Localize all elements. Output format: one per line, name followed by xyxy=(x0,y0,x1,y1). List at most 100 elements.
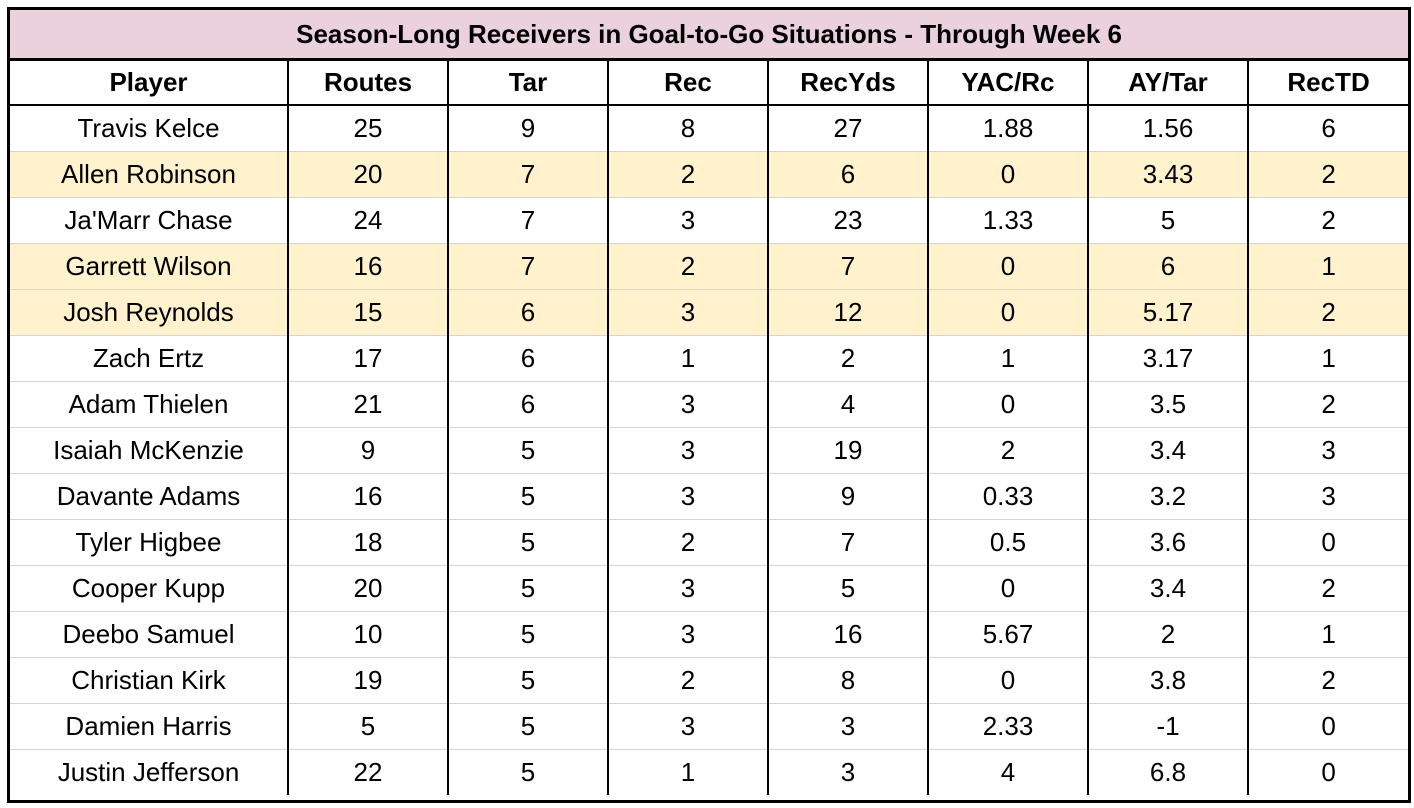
stat-cell-tar[interactable]: 6 xyxy=(447,335,608,382)
stat-cell-rectd[interactable]: 1 xyxy=(1246,611,1409,658)
stat-cell-routes[interactable]: 9 xyxy=(287,427,448,474)
stat-cell-recyds[interactable]: 19 xyxy=(767,427,928,474)
stat-cell-yac-rc[interactable]: 0 xyxy=(927,151,1088,198)
stat-cell-ay-tar[interactable]: 1.56 xyxy=(1087,105,1248,152)
player-name-cell[interactable]: Davante Adams xyxy=(10,473,288,520)
stat-cell-rec[interactable]: 3 xyxy=(607,381,768,428)
stat-cell-ay-tar[interactable]: 5.17 xyxy=(1087,289,1248,336)
stat-cell-yac-rc[interactable]: 2 xyxy=(927,427,1088,474)
column-header-routes[interactable]: Routes xyxy=(287,59,448,106)
player-name-cell[interactable]: Garrett Wilson xyxy=(10,243,288,290)
stat-cell-yac-rc[interactable]: 5.67 xyxy=(927,611,1088,658)
stat-cell-ay-tar[interactable]: 3.17 xyxy=(1087,335,1248,382)
stat-cell-yac-rc[interactable]: 0 xyxy=(927,289,1088,336)
stat-cell-routes[interactable]: 25 xyxy=(287,105,448,152)
stat-cell-rec[interactable]: 2 xyxy=(607,519,768,566)
stat-cell-recyds[interactable]: 6 xyxy=(767,151,928,198)
stat-cell-tar[interactable]: 7 xyxy=(447,151,608,198)
stat-cell-rectd[interactable]: 6 xyxy=(1246,105,1409,152)
stat-cell-ay-tar[interactable]: 3.5 xyxy=(1087,381,1248,428)
stat-cell-tar[interactable]: 6 xyxy=(447,381,608,428)
stat-cell-recyds[interactable]: 12 xyxy=(767,289,928,336)
stat-cell-recyds[interactable]: 3 xyxy=(767,703,928,750)
player-name-cell[interactable]: Isaiah McKenzie xyxy=(10,427,288,474)
stat-cell-yac-rc[interactable]: 1.33 xyxy=(927,197,1088,244)
stat-cell-rec[interactable]: 1 xyxy=(607,749,768,795)
stat-cell-routes[interactable]: 20 xyxy=(287,151,448,198)
stat-cell-rec[interactable]: 1 xyxy=(607,335,768,382)
stat-cell-ay-tar[interactable]: 6 xyxy=(1087,243,1248,290)
stat-cell-rec[interactable]: 3 xyxy=(607,473,768,520)
stat-cell-yac-rc[interactable]: 4 xyxy=(927,749,1088,795)
stat-cell-rectd[interactable]: 3 xyxy=(1246,427,1409,474)
stat-cell-tar[interactable]: 5 xyxy=(447,565,608,612)
stat-cell-ay-tar[interactable]: 6.8 xyxy=(1087,749,1248,795)
stat-cell-recyds[interactable]: 7 xyxy=(767,243,928,290)
stat-cell-yac-rc[interactable]: 0 xyxy=(927,381,1088,428)
player-name-cell[interactable]: Damien Harris xyxy=(10,703,288,750)
stat-cell-rec[interactable]: 8 xyxy=(607,105,768,152)
stat-cell-tar[interactable]: 5 xyxy=(447,657,608,704)
player-name-cell[interactable]: Ja'Marr Chase xyxy=(10,197,288,244)
stat-cell-recyds[interactable]: 16 xyxy=(767,611,928,658)
stat-cell-ay-tar[interactable]: 3.4 xyxy=(1087,427,1248,474)
player-name-cell[interactable]: Cooper Kupp xyxy=(10,565,288,612)
stat-cell-tar[interactable]: 9 xyxy=(447,105,608,152)
column-header-ay-tar[interactable]: AY/Tar xyxy=(1087,59,1248,106)
player-name-cell[interactable]: Tyler Higbee xyxy=(10,519,288,566)
stat-cell-rectd[interactable]: 2 xyxy=(1246,381,1409,428)
column-header-recyds[interactable]: RecYds xyxy=(767,59,928,106)
stat-cell-tar[interactable]: 7 xyxy=(447,243,608,290)
stat-cell-rec[interactable]: 3 xyxy=(607,289,768,336)
player-name-cell[interactable]: Deebo Samuel xyxy=(10,611,288,658)
stat-cell-rec[interactable]: 2 xyxy=(607,657,768,704)
stat-cell-rectd[interactable]: 0 xyxy=(1246,519,1409,566)
stat-cell-rectd[interactable]: 1 xyxy=(1246,335,1409,382)
stat-cell-routes[interactable]: 21 xyxy=(287,381,448,428)
stat-cell-tar[interactable]: 5 xyxy=(447,473,608,520)
stat-cell-routes[interactable]: 10 xyxy=(287,611,448,658)
stat-cell-rec[interactable]: 2 xyxy=(607,151,768,198)
stat-cell-tar[interactable]: 5 xyxy=(447,611,608,658)
stat-cell-tar[interactable]: 5 xyxy=(447,749,608,795)
stat-cell-routes[interactable]: 24 xyxy=(287,197,448,244)
stat-cell-yac-rc[interactable]: 0.33 xyxy=(927,473,1088,520)
stat-cell-tar[interactable]: 5 xyxy=(447,703,608,750)
player-name-cell[interactable]: Zach Ertz xyxy=(10,335,288,382)
stat-cell-rectd[interactable]: 2 xyxy=(1246,197,1409,244)
stat-cell-recyds[interactable]: 5 xyxy=(767,565,928,612)
stat-cell-yac-rc[interactable]: 1.88 xyxy=(927,105,1088,152)
stat-cell-ay-tar[interactable]: 2 xyxy=(1087,611,1248,658)
stat-cell-recyds[interactable]: 9 xyxy=(767,473,928,520)
column-header-rectd[interactable]: RecTD xyxy=(1246,59,1409,106)
stat-cell-tar[interactable]: 5 xyxy=(447,519,608,566)
stat-cell-yac-rc[interactable]: 2.33 xyxy=(927,703,1088,750)
stat-cell-recyds[interactable]: 2 xyxy=(767,335,928,382)
stat-cell-rectd[interactable]: 2 xyxy=(1246,289,1409,336)
stat-cell-rectd[interactable]: 2 xyxy=(1246,657,1409,704)
player-name-cell[interactable]: Adam Thielen xyxy=(10,381,288,428)
stat-cell-yac-rc[interactable]: 0.5 xyxy=(927,519,1088,566)
stat-cell-yac-rc[interactable]: 1 xyxy=(927,335,1088,382)
stat-cell-ay-tar[interactable]: 5 xyxy=(1087,197,1248,244)
stat-cell-rec[interactable]: 2 xyxy=(607,243,768,290)
stat-cell-recyds[interactable]: 27 xyxy=(767,105,928,152)
player-name-cell[interactable]: Josh Reynolds xyxy=(10,289,288,336)
stat-cell-rec[interactable]: 3 xyxy=(607,565,768,612)
column-header-yac-rc[interactable]: YAC/Rc xyxy=(927,59,1088,106)
stat-cell-routes[interactable]: 16 xyxy=(287,243,448,290)
column-header-player[interactable]: Player xyxy=(10,59,288,106)
stat-cell-rectd[interactable]: 2 xyxy=(1246,565,1409,612)
stat-cell-tar[interactable]: 7 xyxy=(447,197,608,244)
stat-cell-yac-rc[interactable]: 0 xyxy=(927,565,1088,612)
player-name-cell[interactable]: Allen Robinson xyxy=(10,151,288,198)
stat-cell-recyds[interactable]: 8 xyxy=(767,657,928,704)
stat-cell-routes[interactable]: 22 xyxy=(287,749,448,795)
stat-cell-rec[interactable]: 3 xyxy=(607,703,768,750)
stat-cell-rec[interactable]: 3 xyxy=(607,197,768,244)
stat-cell-ay-tar[interactable]: 3.43 xyxy=(1087,151,1248,198)
stat-cell-ay-tar[interactable]: 3.8 xyxy=(1087,657,1248,704)
stat-cell-recyds[interactable]: 7 xyxy=(767,519,928,566)
stat-cell-yac-rc[interactable]: 0 xyxy=(927,657,1088,704)
stat-cell-routes[interactable]: 17 xyxy=(287,335,448,382)
